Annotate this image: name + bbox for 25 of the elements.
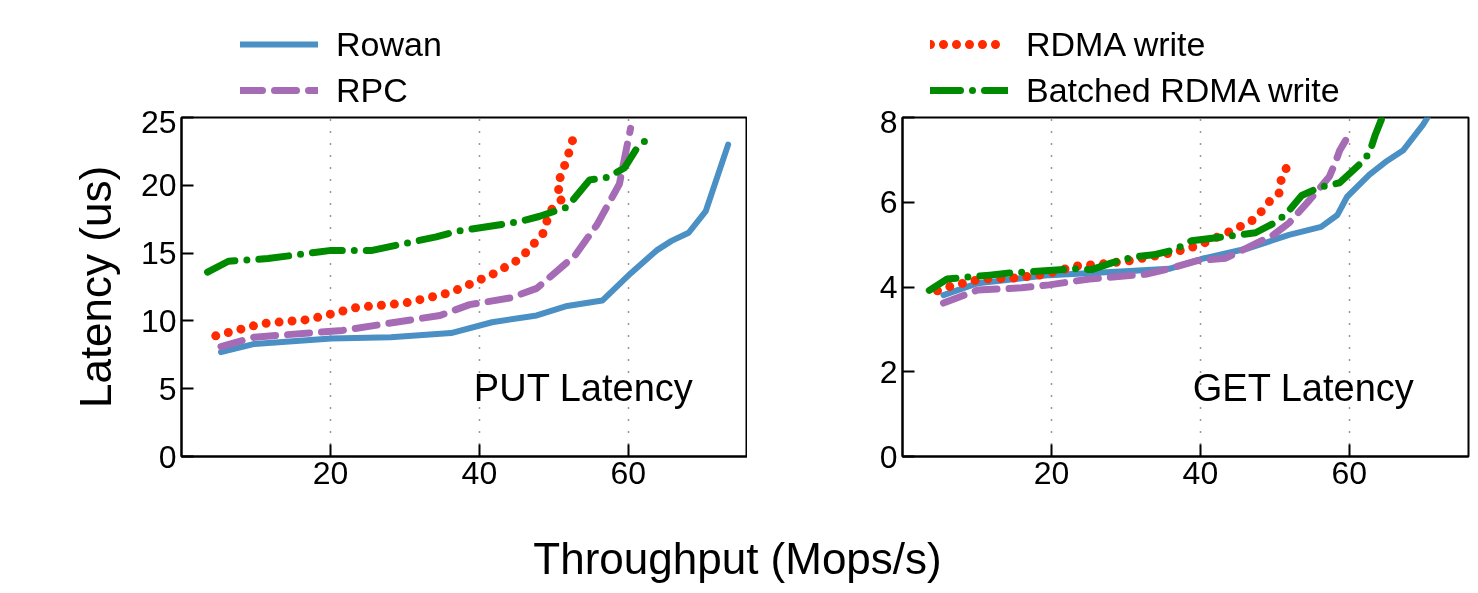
- y-tick-label: 20: [140, 167, 177, 204]
- y-tick-label: 6: [879, 184, 898, 221]
- annotation: PUT Latency: [473, 366, 693, 409]
- x-tick-label: 60: [1331, 454, 1368, 491]
- y-tick-label: 4: [879, 269, 898, 305]
- y-tick-label: 10: [140, 302, 177, 339]
- y-tick-label: 8: [879, 103, 898, 140]
- x-tick-label: 20: [1033, 454, 1070, 491]
- y-tick-label: 5: [158, 370, 177, 407]
- x-tick-label: 20: [312, 454, 349, 491]
- legend-label: Rowan: [336, 24, 442, 64]
- annotation: GET Latency: [1192, 366, 1414, 409]
- y-tick-label: 2: [879, 353, 898, 390]
- y-tick-label: 0: [158, 438, 177, 475]
- legend-label: RPC: [336, 70, 408, 110]
- x-tick-label: 40: [1182, 454, 1219, 491]
- y-tick-label: 15: [140, 235, 177, 272]
- x-tick-label: 40: [461, 454, 498, 491]
- legend-label: RDMA write: [1026, 24, 1206, 64]
- y-tick-label: 25: [140, 103, 177, 140]
- x-axis-title: Throughput (Mops/s): [533, 533, 942, 583]
- legend-label: Batched RDMA write: [1026, 70, 1340, 110]
- y-axis-title: Latency (us): [70, 165, 120, 409]
- x-tick-label: 60: [610, 454, 647, 491]
- y-tick-label: 0: [879, 438, 898, 475]
